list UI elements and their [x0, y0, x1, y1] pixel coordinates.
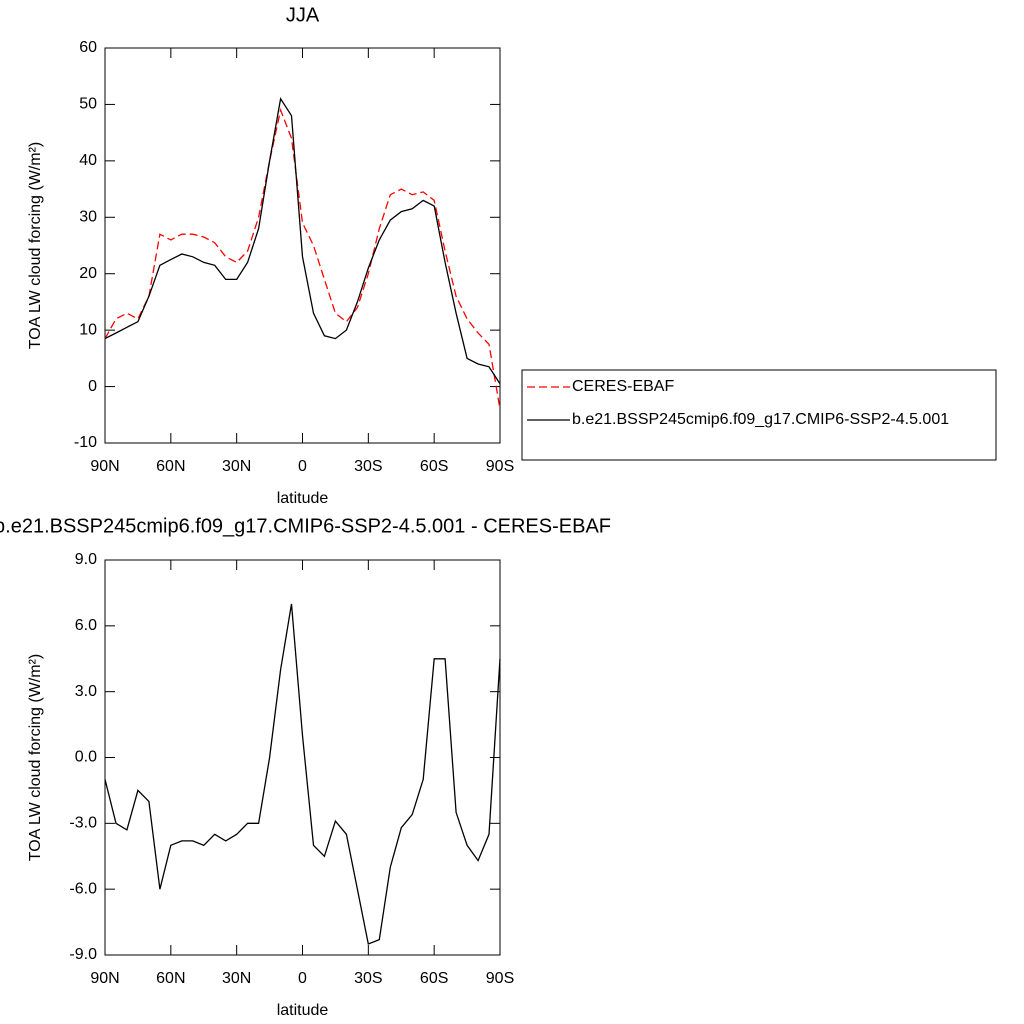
y-tick-label: -10	[74, 434, 97, 451]
legend-label: b.e21.BSSP245cmip6.f09_g17.CMIP6-SSP2-4.…	[572, 411, 949, 428]
y-tick-label: -3.0	[69, 815, 97, 832]
y-tick-label: 50	[79, 96, 97, 113]
data-line	[104, 97, 501, 385]
x-tick-label: 30N	[222, 970, 251, 987]
chart-title: JJA	[286, 4, 320, 26]
x-tick-label: 30N	[222, 458, 251, 475]
x-tick-label: 60S	[420, 970, 448, 987]
y-tick-label: -9.0	[69, 946, 97, 963]
y-tick-label: 30	[79, 209, 97, 226]
data-line	[104, 603, 501, 945]
y-axis-label: TOA LW cloud forcing (W/m²)	[27, 142, 44, 349]
x-tick-label: 90N	[90, 970, 119, 987]
x-tick-label: 60S	[420, 458, 448, 475]
x-tick-label: 60N	[156, 458, 185, 475]
y-tick-label: 0.0	[75, 749, 97, 766]
plot-frame	[104, 47, 501, 444]
y-tick-label: 60	[79, 39, 97, 56]
x-axis-label: latitude	[277, 1002, 329, 1019]
x-axis-label: latitude	[277, 490, 329, 507]
y-tick-label: 10	[79, 321, 97, 338]
x-tick-label: 90S	[486, 970, 514, 987]
plot-frame	[104, 559, 501, 956]
y-axis-label: TOA LW cloud forcing (W/m²)	[27, 654, 44, 861]
y-tick-label: 6.0	[75, 617, 97, 634]
legend-label: CERES-EBAF	[572, 378, 674, 395]
x-tick-label: 90S	[486, 458, 514, 475]
data-line	[104, 107, 501, 410]
x-tick-label: 0	[298, 970, 307, 987]
x-tick-label: 60N	[156, 970, 185, 987]
x-tick-label: 30S	[354, 970, 382, 987]
y-tick-label: 0	[88, 378, 97, 395]
y-tick-label: 20	[79, 265, 97, 282]
legend-box	[521, 369, 997, 461]
y-tick-label: 3.0	[75, 683, 97, 700]
y-tick-label: -6.0	[69, 880, 97, 897]
x-tick-label: 0	[298, 458, 307, 475]
y-tick-label: 9.0	[75, 551, 97, 568]
chart-title: b.e21.BSSP245cmip6.f09_g17.CMIP6-SSP2-4.…	[0, 515, 611, 537]
x-tick-label: 90N	[90, 458, 119, 475]
y-tick-label: 40	[79, 152, 97, 169]
x-tick-label: 30S	[354, 458, 382, 475]
